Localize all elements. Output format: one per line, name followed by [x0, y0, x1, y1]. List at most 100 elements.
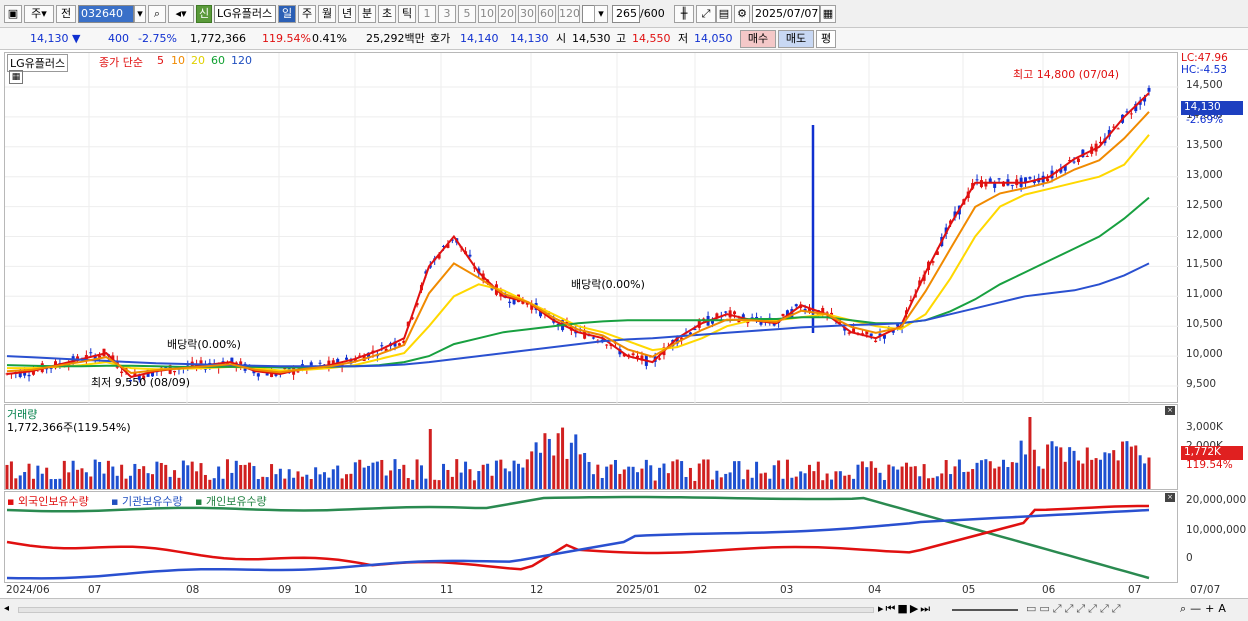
candle-body — [680, 337, 684, 340]
zoom-icons[interactable]: ⌕—+A — [1180, 602, 1230, 615]
volume-bar — [662, 463, 666, 489]
period-month[interactable]: 월 — [318, 5, 336, 23]
period-minute[interactable]: 분 — [358, 5, 376, 23]
buy-button[interactable]: 매수 — [740, 30, 776, 48]
volume-bar — [1134, 445, 1138, 489]
volume-bar — [794, 476, 798, 489]
panel-stock-title[interactable]: LG유플러스 — [7, 54, 69, 72]
ma-5[interactable]: 5 — [157, 54, 164, 67]
table-icon[interactable]: ▦ — [9, 70, 23, 84]
x-tick: 09 — [278, 584, 292, 596]
volume-bar — [71, 460, 75, 489]
volume-bar — [128, 475, 132, 489]
num-120[interactable]: 120 — [558, 5, 580, 23]
calendar-icon[interactable]: ▦ — [820, 5, 836, 23]
ma-60[interactable]: 60 — [211, 54, 225, 67]
ma-120[interactable]: 120 — [231, 54, 252, 67]
playback-controls[interactable]: ▸⏮■▶⏭ — [878, 602, 933, 615]
bid-label: 호가 — [430, 32, 451, 45]
volume-bar — [89, 476, 93, 489]
ma-20[interactable]: 20 — [191, 54, 205, 67]
volume-bar — [979, 460, 983, 489]
period-second[interactable]: 초 — [378, 5, 396, 23]
stock-code-input[interactable]: 032640 — [78, 5, 134, 23]
scrollbar-track[interactable] — [18, 607, 874, 613]
volume-bar — [331, 469, 335, 489]
volume-bar — [217, 466, 221, 489]
num-3[interactable]: 3 — [438, 5, 456, 23]
volume-bar — [1129, 446, 1133, 489]
candle-icon[interactable]: ╫ — [674, 5, 694, 23]
volume-bar — [644, 459, 648, 489]
prev-button[interactable]: 전 — [56, 5, 76, 23]
sell-button[interactable]: 매도 — [778, 30, 814, 48]
scroll-left-icon[interactable]: ◂ — [4, 603, 10, 614]
num-30[interactable]: 30 — [518, 5, 536, 23]
gear-icon[interactable]: ⚙ — [734, 5, 750, 23]
turnover: 0.41% — [312, 32, 347, 45]
indiv-holdings-line — [6, 495, 1150, 580]
volume-bar — [137, 468, 141, 489]
search-icon[interactable]: ⌕ — [148, 5, 166, 23]
inst-holdings-label[interactable]: ▪ 기관보유수량 — [111, 495, 183, 508]
zoom-slider[interactable] — [952, 607, 1018, 611]
holdings-panel[interactable]: ▪ 외국인보유수량 ▪ 기관보유수량 ▪ 개인보유수량 × — [4, 491, 1178, 583]
volume-bar — [468, 469, 472, 489]
foreign-holdings-label[interactable]: ▪ 외국인보유수량 — [7, 495, 89, 508]
code-dropdown-icon[interactable]: ▾ — [134, 5, 146, 23]
volume-bar — [503, 468, 507, 489]
dividend-note-2: 배당락(0.00%) — [571, 278, 645, 291]
volume-bar — [120, 464, 124, 489]
hold-tick-20m: 20,000,000 — [1186, 494, 1247, 506]
candle-body — [1063, 165, 1067, 171]
avg-button[interactable]: 평 — [816, 30, 836, 48]
candle-body — [865, 331, 869, 335]
candle-body — [89, 352, 93, 354]
x-tick: 06 — [1042, 584, 1056, 596]
custom-dropdown-icon[interactable]: ▾ — [594, 5, 608, 23]
volume-bar — [649, 465, 653, 489]
volume-bar — [600, 477, 604, 489]
volume-bar — [142, 466, 146, 489]
period-week[interactable]: 주 — [298, 5, 316, 23]
candle-body — [909, 299, 913, 301]
speaker-icon[interactable]: ◂▾ — [168, 5, 194, 23]
num-10[interactable]: 10 — [478, 5, 496, 23]
volume-bar — [918, 476, 922, 489]
num-60[interactable]: 60 — [538, 5, 556, 23]
new-badge[interactable]: 신 — [196, 5, 212, 23]
tools-icon[interactable]: ⤢ — [696, 5, 716, 23]
price-panel[interactable]: LG유플러스 종가 단순 5 10 20 60 120 ▦ 최고 14,800 … — [4, 52, 1179, 404]
candle-body — [715, 313, 719, 319]
volume-bar — [442, 463, 446, 489]
period-tick[interactable]: 틱 — [398, 5, 416, 23]
volume-bar — [680, 461, 684, 489]
display-count-input[interactable]: 265 — [612, 5, 640, 23]
indiv-holdings-label[interactable]: ▪ 개인보유수량 — [195, 495, 267, 508]
volume-bar — [14, 478, 18, 489]
layout-icon[interactable]: ▣ — [4, 5, 22, 23]
candle-body — [230, 357, 234, 363]
save-icon[interactable]: ▤ — [716, 5, 732, 23]
num-20[interactable]: 20 — [498, 5, 516, 23]
num-1[interactable]: 1 — [418, 5, 436, 23]
volume-bar — [1068, 447, 1072, 489]
volume-bar — [40, 473, 44, 489]
candle-body — [1081, 149, 1085, 158]
volume-close-icon[interactable]: × — [1165, 406, 1175, 415]
hold-tick-10m: 10,000,000 — [1186, 524, 1247, 536]
volume-bar — [807, 464, 811, 489]
holdings-close-icon[interactable]: × — [1165, 493, 1175, 502]
num-5[interactable]: 5 — [458, 5, 476, 23]
volume-bar — [283, 478, 287, 489]
candle-body — [1010, 184, 1014, 186]
chart-tools-icons[interactable]: ▭▭⤢⤢⤢⤢⤢⤢ — [1026, 602, 1124, 615]
ma-10[interactable]: 10 — [171, 54, 185, 67]
period-year[interactable]: 년 — [338, 5, 356, 23]
candle-body — [353, 358, 357, 362]
date-input[interactable]: 2025/07/07 — [752, 5, 820, 23]
volume-bar — [472, 480, 476, 489]
mode-select[interactable]: 주▾ — [24, 5, 54, 23]
volume-panel[interactable]: 거래량 1,772,366주(119.54%) × — [4, 404, 1178, 490]
period-day[interactable]: 일 — [278, 5, 296, 23]
